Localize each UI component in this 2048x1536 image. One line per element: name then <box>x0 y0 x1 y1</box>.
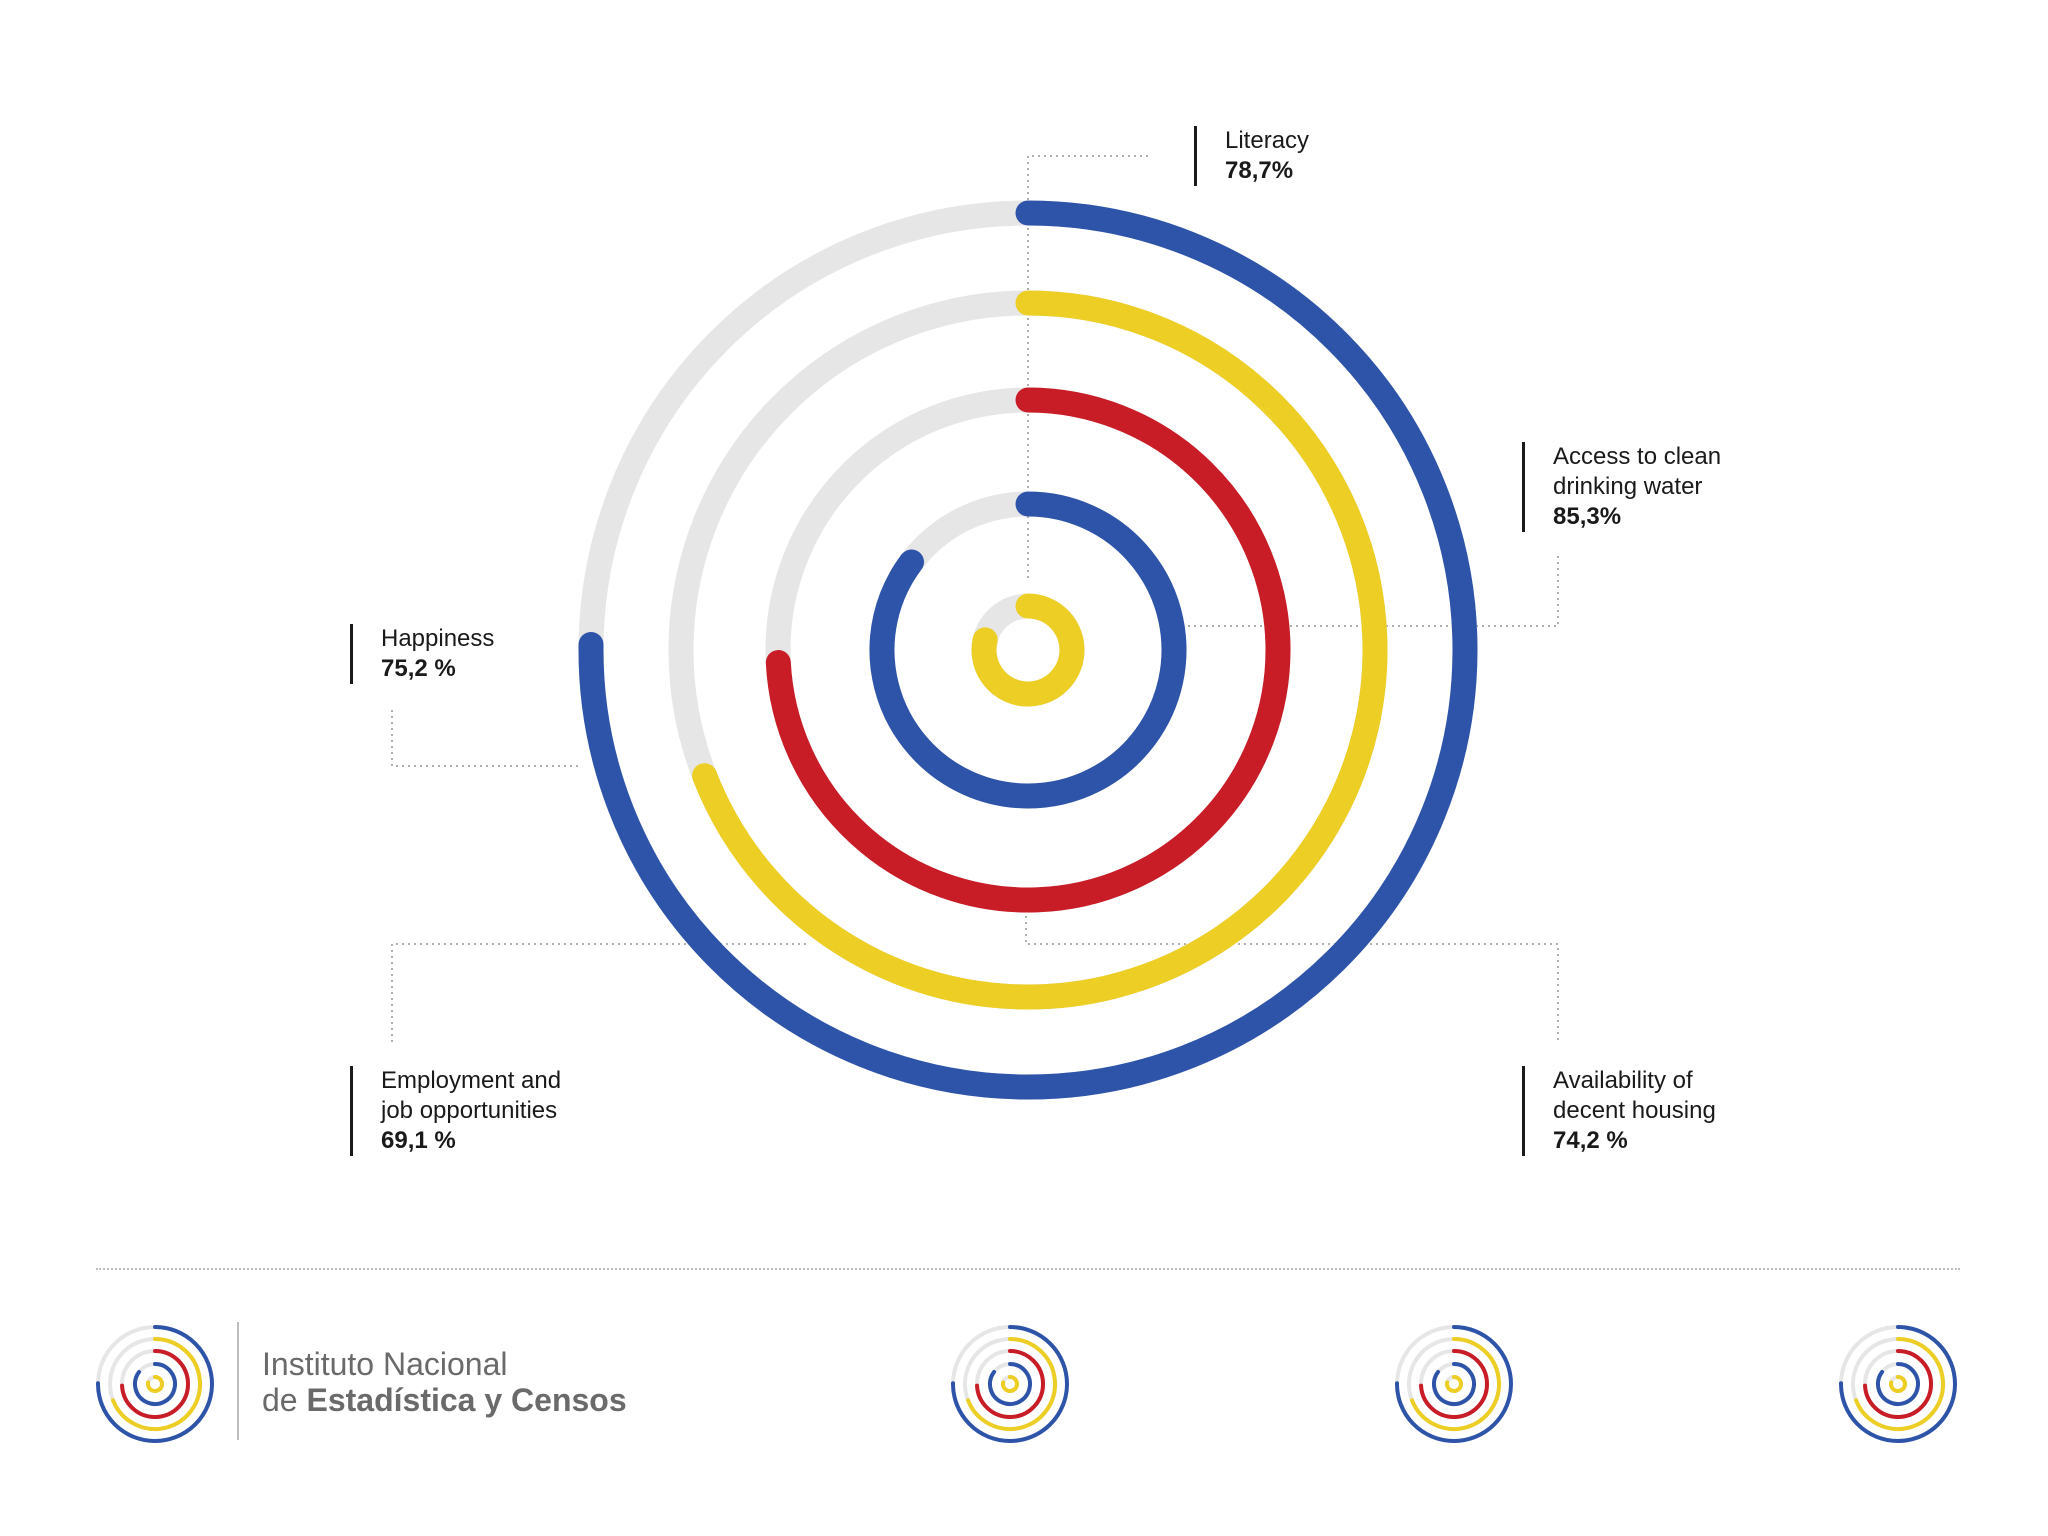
logo-2-bar-3 <box>975 1349 1045 1419</box>
logo-1-bar-3 <box>120 1349 190 1419</box>
label-housing-value: 74,2 % <box>1553 1127 1628 1154</box>
label-housing-name: Availability of decent housing <box>1553 1067 1716 1124</box>
label-employment-value: 69,1 % <box>381 1127 456 1154</box>
logo-4-bar-5 <box>1889 1375 1907 1393</box>
logo-4-bar-1 <box>1838 1325 1957 1443</box>
logo-2-bar-1 <box>950 1325 1069 1443</box>
label-employment-name: Employment and job opportunities <box>381 1067 562 1124</box>
leader-literacy <box>1027 155 1148 580</box>
logo-3-bar-3 <box>1419 1349 1489 1419</box>
label-happiness: Happiness 75,2 % <box>350 624 494 684</box>
logo-1-bar-4 <box>133 1362 177 1406</box>
logo-2-bar-5 <box>1001 1375 1019 1393</box>
logo-1-bar-1 <box>95 1325 214 1443</box>
org-line-2-prefix: de <box>262 1382 307 1418</box>
label-literacy-name: Literacy <box>1225 127 1310 154</box>
logo-4-bar-4 <box>1876 1362 1920 1406</box>
leader-happiness <box>391 710 578 767</box>
leader-employment <box>391 943 806 1042</box>
label-housing: Availability of decent housing 74,2 % <box>1522 1066 1716 1156</box>
label-water-name: Access to clean drinking water <box>1553 443 1722 500</box>
org-divider <box>237 1322 239 1440</box>
label-water-value: 85,3% <box>1553 503 1622 530</box>
label-happiness-name: Happiness <box>381 625 495 652</box>
rings <box>578 200 1478 1100</box>
logo-3-bar-5 <box>1445 1375 1463 1393</box>
logo-mark-icon <box>1394 1325 1513 1443</box>
bar-2 <box>692 290 1388 1010</box>
leader-lines <box>391 155 1559 1042</box>
org-name: Instituto Nacional de Estadística y Cens… <box>262 1346 627 1418</box>
logo-3-bar-4 <box>1432 1362 1476 1406</box>
org-line-2: de Estadística y Censos <box>262 1382 627 1418</box>
leader-housing <box>1025 916 1559 1040</box>
bar-5 <box>971 593 1085 707</box>
logo-mark-icon <box>1838 1325 1957 1443</box>
footer-logos <box>95 1325 1957 1443</box>
logo-2-bar-2 <box>966 1337 1057 1431</box>
label-literacy: Literacy 78,7% <box>1194 126 1309 186</box>
label-water: Access to clean drinking water 85,3% <box>1522 442 1721 532</box>
org-line-2-bold: Estadística y Censos <box>306 1382 627 1418</box>
bar-1 <box>578 200 1478 1100</box>
logo-3-bar-2 <box>1410 1337 1501 1431</box>
footer-divider <box>96 1268 1960 1270</box>
logo-3-bar-1 <box>1394 1325 1513 1443</box>
logo-mark-icon <box>95 1325 214 1443</box>
logo-2-bar-4 <box>988 1362 1032 1406</box>
label-literacy-value: 78,7% <box>1225 157 1294 184</box>
label-happiness-value: 75,2 % <box>381 655 456 682</box>
logo-mark-icon <box>950 1325 1069 1443</box>
logo-1-bar-5 <box>146 1375 164 1393</box>
logo-4-bar-3 <box>1863 1349 1933 1419</box>
logo-4-bar-2 <box>1854 1337 1945 1431</box>
bar-4 <box>869 491 1187 809</box>
label-employment: Employment and job opportunities 69,1 % <box>350 1066 561 1156</box>
logo-1-bar-2 <box>111 1337 202 1431</box>
bar-3 <box>765 387 1291 913</box>
org-line-1: Instituto Nacional <box>262 1346 508 1382</box>
